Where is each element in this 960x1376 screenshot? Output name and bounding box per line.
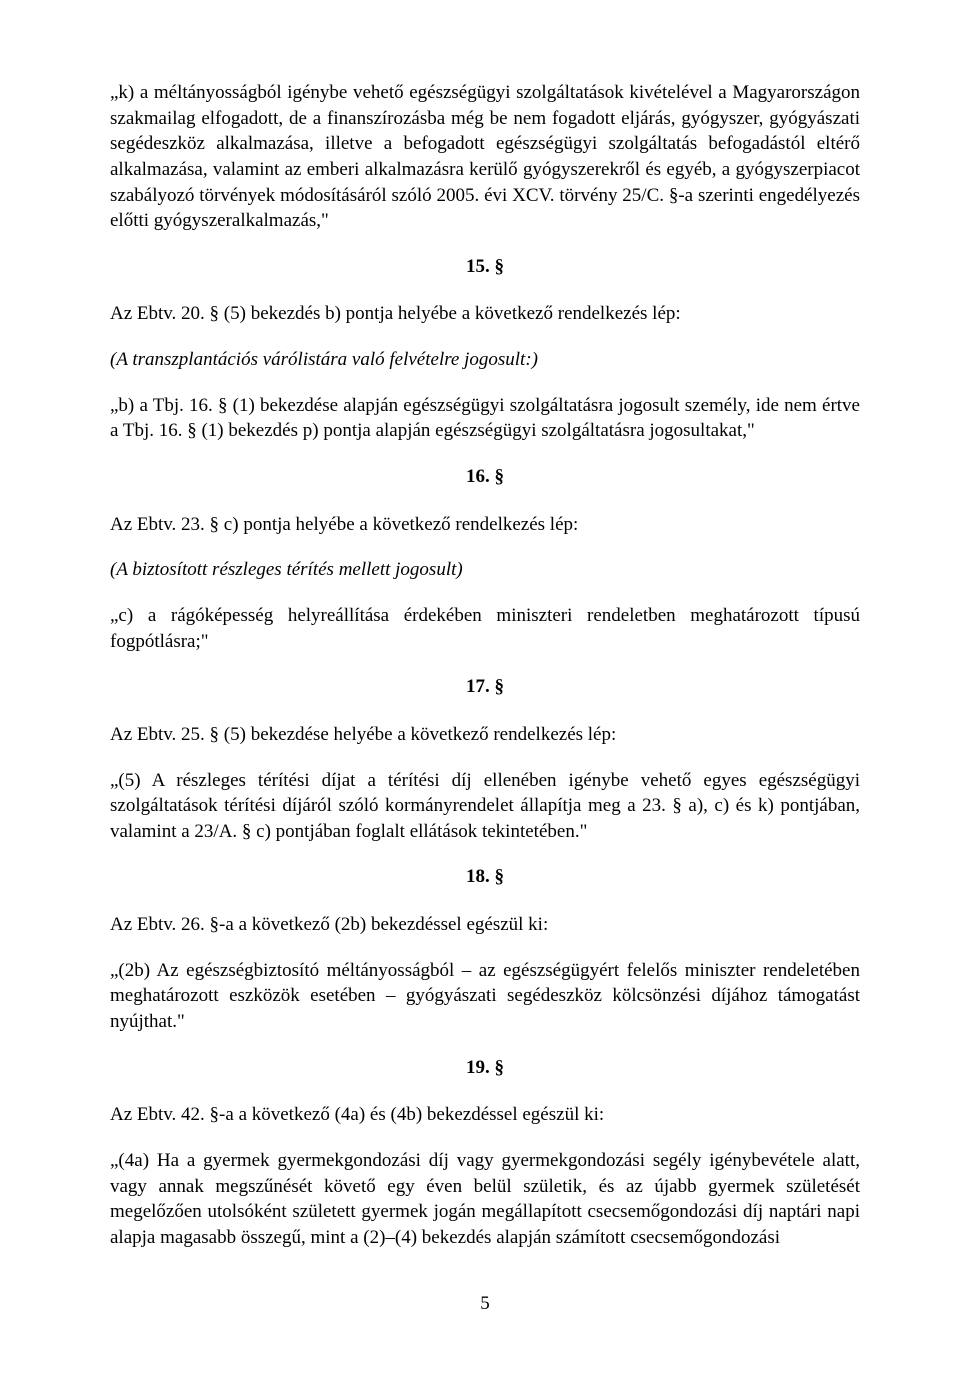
document-page: „k) a méltányosságból igénybe vehető egé…: [0, 0, 960, 1376]
paragraph-k: „k) a méltányosságból igénybe vehető egé…: [110, 80, 860, 234]
paragraph-5-reszleges: „(5) A részleges térítési díjat a téríté…: [110, 768, 860, 845]
paragraph-ebtv-23: Az Ebtv. 23. § c) pontja helyébe a követ…: [110, 512, 860, 538]
paragraph-4a-gyermek: „(4a) Ha a gyermek gyermekgondozási díj …: [110, 1148, 860, 1251]
section-number-15: 15. §: [110, 254, 860, 280]
paragraph-biztositott-italic: (A biztosított részleges térítés mellett…: [110, 557, 860, 583]
paragraph-c-rago: „c) a rágóképesség helyreállítása érdeké…: [110, 603, 860, 654]
paragraph-b-tbj: „b) a Tbj. 16. § (1) bekezdése alapján e…: [110, 393, 860, 444]
section-number-19: 19. §: [110, 1055, 860, 1081]
paragraph-ebtv-42: Az Ebtv. 42. §-a a következő (4a) és (4b…: [110, 1102, 860, 1128]
section-number-18: 18. §: [110, 864, 860, 890]
page-number: 5: [110, 1291, 860, 1317]
section-number-16: 16. §: [110, 464, 860, 490]
paragraph-2b-egeszseg: „(2b) Az egészségbiztosító méltányosságb…: [110, 958, 860, 1035]
section-number-17: 17. §: [110, 674, 860, 700]
paragraph-transplant-italic: (A transzplantációs várólistára való fel…: [110, 347, 860, 373]
paragraph-ebtv-25: Az Ebtv. 25. § (5) bekezdése helyébe a k…: [110, 722, 860, 748]
paragraph-ebtv-26: Az Ebtv. 26. §-a a következő (2b) bekezd…: [110, 912, 860, 938]
paragraph-ebtv-20: Az Ebtv. 20. § (5) bekezdés b) pontja he…: [110, 301, 860, 327]
